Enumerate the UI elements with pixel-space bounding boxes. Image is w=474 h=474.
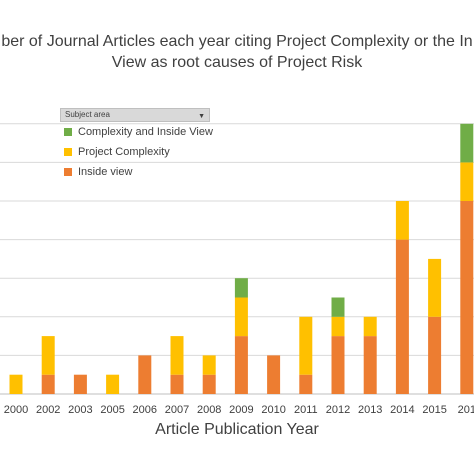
bar-segment [138, 355, 152, 394]
legend-item: Complexity and Inside View [60, 122, 213, 142]
bar-segment [460, 123, 474, 163]
x-tick-label: 2008 [197, 404, 221, 416]
bar-segment [428, 316, 442, 394]
bar-segment [428, 258, 442, 317]
x-tick-label: 2010 [261, 404, 285, 416]
bar-segment [234, 336, 248, 394]
bar-segment [267, 355, 281, 394]
bar-segment [331, 316, 345, 337]
x-tick-label: 2003 [68, 404, 92, 416]
bar-segment [234, 297, 248, 337]
bar-segment [202, 355, 216, 375]
bar-segment [170, 336, 184, 375]
bar-segment [106, 374, 120, 394]
legend-label: Inside view [78, 166, 133, 178]
legend-item: Inside view [60, 162, 210, 182]
x-tick-label: 201 [458, 404, 474, 416]
x-tick-label: 2005 [100, 404, 124, 416]
x-axis-label: Article Publication Year [155, 421, 319, 438]
x-tick-label: 2015 [422, 404, 446, 416]
bar-segment [299, 316, 313, 375]
legend-filter-dropdown[interactable]: Subject area ▼ [60, 108, 210, 122]
x-tick-label: 2009 [229, 404, 253, 416]
bar-segment [331, 336, 345, 394]
bar-segment [395, 201, 409, 240]
bar-segment [460, 201, 474, 394]
bar-segment [331, 297, 345, 317]
chevron-down-icon[interactable]: ▼ [198, 113, 205, 120]
legend-label: Project Complexity [78, 146, 170, 158]
bar-segment [41, 374, 55, 394]
legend-title: Subject area [65, 110, 110, 119]
bar-segment [202, 374, 216, 394]
legend-swatch [64, 128, 72, 136]
bar-segment [9, 374, 23, 394]
x-tick-label: 2012 [326, 404, 350, 416]
x-tick-label: 2011 [294, 404, 318, 416]
bar-segment [41, 336, 55, 375]
x-tick-label: 2006 [133, 404, 157, 416]
bar-segment [234, 278, 248, 298]
x-tick-label: 2014 [390, 404, 414, 416]
bar-segment [363, 316, 377, 337]
x-tick-label: 2000 [4, 404, 28, 416]
bar-segment [73, 374, 87, 394]
x-tick-label: 2007 [165, 404, 189, 416]
legend: Subject area ▼ Complexity and Inside Vie… [60, 108, 213, 182]
legend-item: Project Complexity [60, 142, 210, 162]
legend-swatch [64, 148, 72, 156]
bar-segment [170, 374, 184, 394]
bar-segment [460, 162, 474, 201]
chart-title-line-2: View as root causes of Project Risk [111, 54, 363, 71]
bar-segment [299, 374, 313, 394]
x-tick-label: 2002 [36, 404, 60, 416]
bar-segment [363, 336, 377, 394]
bar-segment [395, 239, 409, 394]
legend-swatch [64, 168, 72, 176]
legend-label: Complexity and Inside View [78, 126, 213, 138]
chart-title-line-1: ber of Journal Articles each year citing… [1, 33, 473, 50]
x-tick-label: 2013 [358, 404, 382, 416]
